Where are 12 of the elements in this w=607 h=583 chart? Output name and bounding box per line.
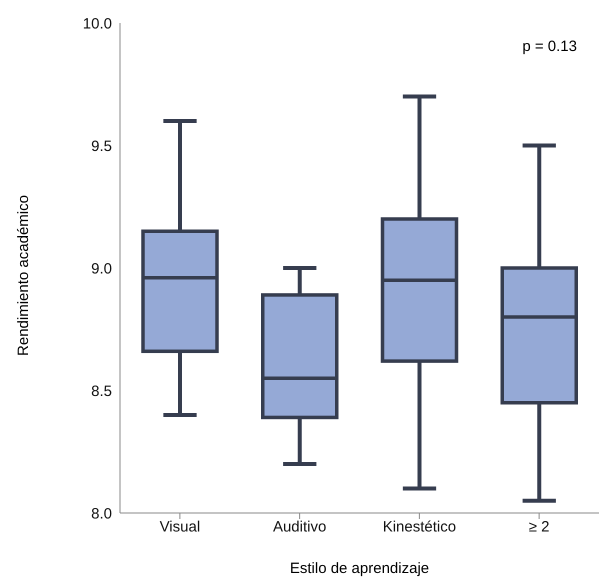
annotation: p = 0.13 bbox=[522, 38, 577, 55]
y-tick-label: 9.0 bbox=[91, 260, 112, 278]
x-tick-label: Kinestético bbox=[382, 518, 456, 536]
y-tick-label: 10.0 bbox=[82, 15, 112, 32]
x-tick-label: ≥ 2 bbox=[528, 518, 550, 536]
x-tick-label: Visual bbox=[160, 518, 200, 536]
x-axis-title: Estilo de aprendizaje bbox=[288, 560, 430, 577]
y-tick-label: 9.5 bbox=[91, 138, 112, 155]
y-axis-title: Rendimiento académico bbox=[14, 195, 32, 356]
y-tick-label: 8.0 bbox=[91, 505, 112, 522]
y-tick-label: 8.5 bbox=[91, 382, 112, 400]
x-tick-label: Auditivo bbox=[272, 518, 326, 536]
